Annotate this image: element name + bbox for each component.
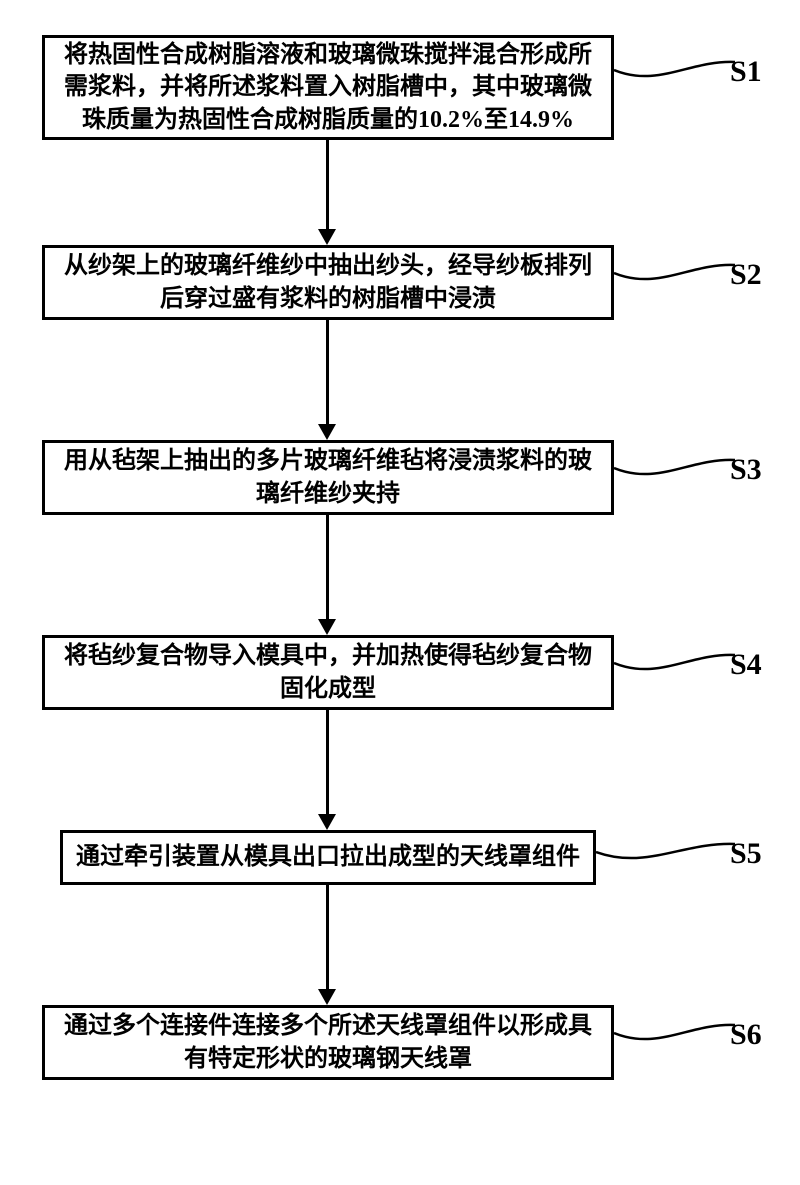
step-text: 将热固性合成树脂溶液和玻璃微珠搅拌混合形成所需浆料，并将所述浆料置入树脂槽中，其… [57, 39, 599, 136]
connector-curve-s2 [614, 255, 740, 305]
step-box-s6: 通过多个连接件连接多个所述天线罩组件以形成具有特定形状的玻璃钢天线罩 [42, 1005, 614, 1080]
step-text: 通过牵引装置从模具出口拉出成型的天线罩组件 [76, 841, 580, 873]
arrow-line-2 [326, 320, 329, 424]
connector-curve-s5 [596, 834, 740, 884]
flowchart-container: 将热固性合成树脂溶液和玻璃微珠搅拌混合形成所需浆料，并将所述浆料置入树脂槽中，其… [0, 0, 800, 1185]
connector-curve-s6 [614, 1015, 740, 1065]
connector-curve-s3 [614, 450, 740, 500]
step-box-s1: 将热固性合成树脂溶液和玻璃微珠搅拌混合形成所需浆料，并将所述浆料置入树脂槽中，其… [42, 35, 614, 140]
arrow-line-4 [326, 710, 329, 814]
step-box-s2: 从纱架上的玻璃纤维纱中抽出纱头，经导纱板排列后穿过盛有浆料的树脂槽中浸渍 [42, 245, 614, 320]
arrow-head-2 [318, 424, 336, 440]
connector-curve-s4 [614, 645, 740, 695]
step-box-s5: 通过牵引装置从模具出口拉出成型的天线罩组件 [60, 830, 596, 885]
arrow-line-3 [326, 515, 329, 619]
arrow-head-3 [318, 619, 336, 635]
arrow-head-4 [318, 814, 336, 830]
arrow-line-1 [326, 140, 329, 229]
connector-curve-s1 [614, 52, 740, 102]
step-box-s3: 用从毡架上抽出的多片玻璃纤维毡将浸渍浆料的玻璃纤维纱夹持 [42, 440, 614, 515]
step-text: 用从毡架上抽出的多片玻璃纤维毡将浸渍浆料的玻璃纤维纱夹持 [57, 445, 599, 510]
arrow-head-5 [318, 989, 336, 1005]
step-text: 从纱架上的玻璃纤维纱中抽出纱头，经导纱板排列后穿过盛有浆料的树脂槽中浸渍 [57, 250, 599, 315]
arrow-head-1 [318, 229, 336, 245]
step-text: 通过多个连接件连接多个所述天线罩组件以形成具有特定形状的玻璃钢天线罩 [57, 1010, 599, 1075]
step-box-s4: 将毡纱复合物导入模具中，并加热使得毡纱复合物固化成型 [42, 635, 614, 710]
step-text: 将毡纱复合物导入模具中，并加热使得毡纱复合物固化成型 [57, 640, 599, 705]
arrow-line-5 [326, 885, 329, 989]
